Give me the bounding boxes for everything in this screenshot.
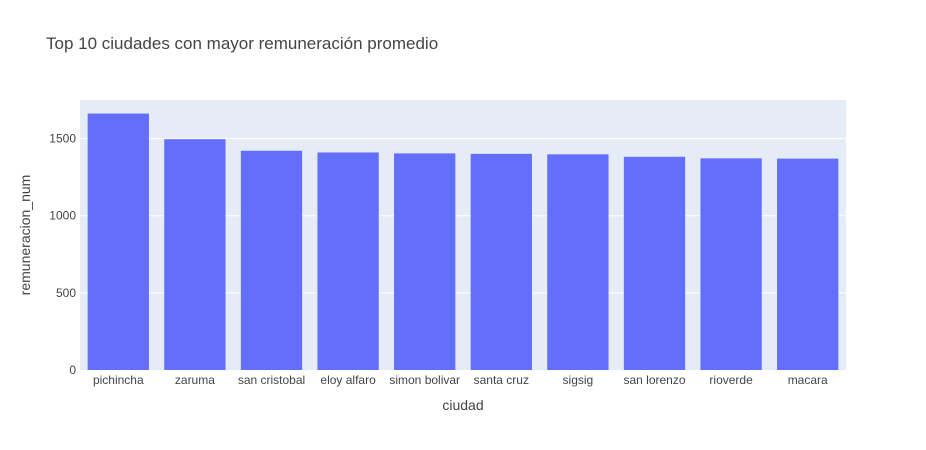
- bar-simon-bolivar[interactable]: [394, 153, 456, 370]
- x-tick-label: macara: [788, 373, 828, 387]
- bar-sigsig[interactable]: [547, 154, 609, 370]
- bar-zaruma[interactable]: [164, 139, 226, 370]
- x-tick-label: sigsig: [563, 373, 594, 387]
- x-tick-label: san cristobal: [238, 373, 305, 387]
- bars: [87, 113, 839, 370]
- x-tick-label: simon bolivar: [389, 373, 460, 387]
- bar-santa-cruz[interactable]: [470, 153, 532, 370]
- y-tick-label: 0: [69, 363, 76, 377]
- x-tick-label: rioverde: [709, 373, 753, 387]
- y-axis-title: remuneracion_num: [17, 175, 33, 296]
- y-tick-label: 1000: [49, 209, 76, 223]
- x-tick-label: zaruma: [175, 373, 215, 387]
- x-tick-label: pichincha: [93, 373, 144, 387]
- bar-san-cristobal[interactable]: [240, 150, 303, 370]
- chart-title: Top 10 ciudades con mayor remuneración p…: [46, 34, 439, 53]
- x-axis-title: ciudad: [442, 397, 483, 413]
- bar-eloy-alfaro[interactable]: [317, 152, 379, 370]
- x-tick-label: san lorenzo: [623, 373, 685, 387]
- bar-rioverde[interactable]: [700, 158, 762, 370]
- x-ticks: pichincha zaruma san cristobal eloy alfaro s…: [93, 373, 828, 387]
- x-tick-label: santa cruz: [474, 373, 529, 387]
- y-tick-label: 1500: [49, 132, 76, 146]
- y-tick-label: 500: [56, 286, 76, 300]
- y-ticks: 0 500 1000 1500: [49, 132, 76, 377]
- bar-san-lorenzo[interactable]: [623, 156, 686, 370]
- bar-macara[interactable]: [777, 158, 839, 370]
- bar-pichincha[interactable]: [87, 113, 149, 370]
- x-tick-label: eloy alfaro: [320, 373, 376, 387]
